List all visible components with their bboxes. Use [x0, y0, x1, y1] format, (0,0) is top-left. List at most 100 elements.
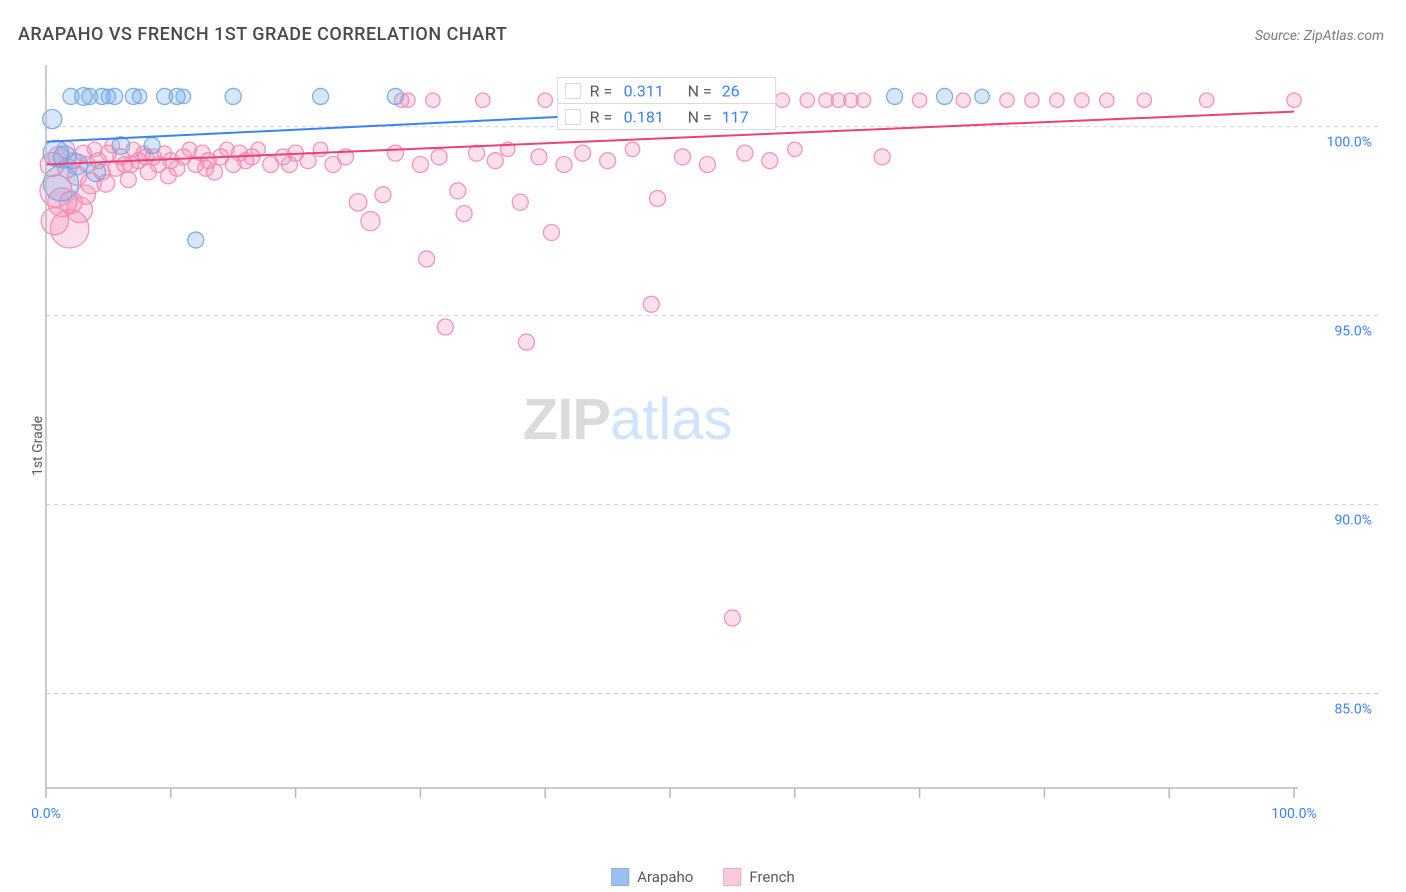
data-point [874, 149, 890, 165]
data-point [431, 149, 447, 165]
stat-r-label: R = [590, 108, 613, 127]
legend-bottom: Arapaho French [611, 868, 795, 886]
trend-line-arapaho [46, 117, 558, 142]
data-point [887, 88, 903, 104]
data-point [144, 138, 160, 154]
data-point [67, 154, 88, 175]
data-point [450, 183, 466, 199]
data-point [107, 88, 123, 104]
legend-swatch [723, 868, 741, 886]
data-point [512, 194, 528, 210]
data-point [437, 319, 453, 335]
data-point [625, 142, 639, 156]
svg-text:atlas: atlas [610, 387, 733, 452]
stat-n-value-arapaho: 26 [722, 82, 740, 101]
data-point [762, 153, 778, 169]
data-point [699, 156, 715, 172]
data-point [1050, 93, 1064, 107]
chart-title: ARAPAHO VS FRENCH 1ST GRADE CORRELATION … [18, 24, 507, 45]
data-point [419, 251, 435, 267]
data-point [132, 89, 146, 103]
data-point [361, 212, 380, 231]
x-tick-label: 100.0% [1271, 806, 1316, 822]
y-axis-label: 1st Grade [30, 416, 46, 476]
data-point [225, 88, 241, 104]
data-point [456, 206, 472, 222]
source-name: ZipAtlas.com [1304, 28, 1384, 44]
data-point [426, 93, 440, 107]
data-point [724, 610, 740, 626]
legend-label: French [749, 868, 794, 886]
stat-swatch-french [566, 110, 581, 125]
stat-r-value-arapaho: 0.311 [624, 82, 664, 101]
stat-n-label: N = [688, 108, 712, 127]
data-point [160, 168, 176, 184]
data-point [469, 145, 485, 161]
legend-swatch [611, 868, 629, 886]
data-point [600, 153, 616, 169]
data-point [737, 145, 753, 161]
data-point [76, 185, 95, 204]
data-point [937, 88, 953, 104]
data-point [674, 149, 690, 165]
data-point [387, 88, 403, 104]
data-point [538, 93, 552, 107]
stat-n-label: N = [688, 82, 712, 101]
stat-r-value-french: 0.181 [624, 108, 664, 127]
data-point [912, 93, 926, 107]
data-point [800, 93, 814, 107]
data-point [788, 142, 802, 156]
data-point [300, 153, 316, 169]
data-point [387, 145, 403, 161]
x-tick-label: 0.0% [31, 806, 61, 822]
data-point [176, 89, 190, 103]
data-point [575, 145, 591, 161]
data-point [543, 224, 559, 240]
data-point [1000, 93, 1014, 107]
chart-container: ARAPAHO VS FRENCH 1ST GRADE CORRELATION … [0, 0, 1406, 892]
source-attribution: Source: ZipAtlas.com [1255, 28, 1384, 44]
data-point [349, 193, 367, 211]
series-french [40, 93, 1301, 626]
svg-text:ZIP: ZIP [523, 387, 610, 452]
data-point [123, 156, 139, 172]
data-point [1075, 93, 1089, 107]
data-point [643, 296, 659, 312]
data-point [281, 156, 297, 172]
y-tick-label: 100.0% [1327, 135, 1372, 151]
stat-r-label: R = [590, 82, 613, 101]
data-point [1100, 93, 1114, 107]
y-tick-label: 95.0% [1334, 324, 1372, 340]
legend-label: Arapaho [637, 868, 693, 886]
data-point [650, 190, 666, 206]
stat-swatch-arapaho [566, 84, 581, 99]
legend-item-french: French [723, 868, 794, 886]
data-point [41, 208, 68, 235]
data-point [375, 187, 391, 203]
data-point [775, 93, 789, 107]
watermark: ZIPatlas [523, 387, 733, 452]
data-point [313, 88, 329, 104]
data-point [856, 93, 870, 107]
data-point [956, 93, 970, 107]
data-point [476, 93, 490, 107]
correlation-stat-box: R = 0.311 N = 26 R = 0.181 N = 117 [558, 78, 776, 130]
plot-area: 85.0%90.0%95.0%100.0%ZIPatlasR =0.311N =… [46, 60, 1378, 822]
data-point [188, 232, 204, 248]
data-point [120, 172, 136, 188]
plot-svg: 85.0%90.0%95.0%100.0%ZIPatlasR =0.311N =… [46, 60, 1378, 822]
data-point [198, 160, 214, 176]
data-point [518, 334, 534, 350]
stat-n-value-french: 117 [722, 108, 749, 127]
data-point [975, 89, 989, 103]
data-point [1287, 93, 1301, 107]
legend-item-arapaho: Arapaho [611, 868, 693, 886]
data-point [487, 153, 503, 169]
data-point [1025, 93, 1039, 107]
data-point [1199, 93, 1213, 107]
data-point [1137, 93, 1151, 107]
data-point [556, 156, 572, 172]
data-point [313, 142, 327, 156]
source-prefix: Source: [1255, 28, 1304, 44]
data-point [86, 162, 105, 181]
